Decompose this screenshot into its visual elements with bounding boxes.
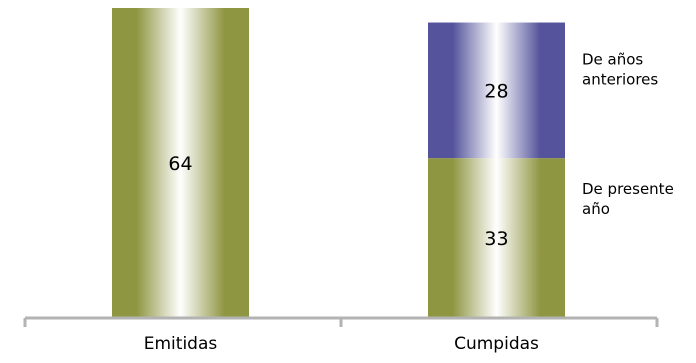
legend-label-series-1: De presente año (582, 180, 674, 218)
x-axis: Emitidas Cumpidas (23, 316, 659, 354)
value-label-cumpidas-series-2: 28 (484, 80, 508, 102)
x-tick-label-cumpidas: Cumpidas (454, 334, 539, 354)
bar-cumpidas-series-1 (428, 158, 565, 318)
bar-emitidas-series-1 (112, 8, 249, 318)
legend: De presente año De años anteriores (582, 51, 674, 219)
x-tick-label-emitidas: Emitidas (144, 334, 218, 354)
value-labels-layer: 64 33 28 (168, 80, 508, 250)
bar-cumpidas-series-2 (428, 22, 565, 159)
bars-layer (112, 8, 565, 318)
value-label-emitidas-series-1: 64 (168, 153, 192, 175)
legend-label-series-2: De años anteriores (582, 51, 658, 89)
value-label-cumpidas-series-1: 33 (484, 228, 508, 250)
